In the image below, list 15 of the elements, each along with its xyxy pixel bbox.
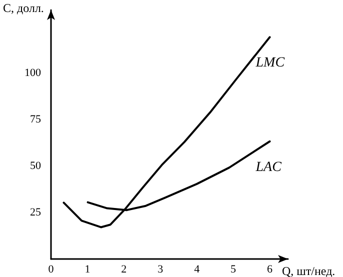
x-tick-label: 1	[84, 264, 90, 276]
x-axis-title: Q, шт/нед.	[282, 264, 336, 277]
series-label: LMC	[254, 56, 286, 71]
y-tick-label: 25	[30, 206, 42, 219]
y-axis-title: C, долл.	[3, 1, 44, 15]
y-tick-label: 50	[30, 160, 42, 172]
x-tick-label: 0	[48, 264, 54, 276]
x-tick-label: 4	[194, 264, 200, 276]
x-tick-label: 3	[158, 264, 164, 276]
y-tick-label: 100	[24, 67, 42, 80]
x-tick-label: 5	[230, 264, 237, 276]
y-tick-label: 75	[30, 114, 42, 126]
x-tick-label: 2	[121, 264, 127, 276]
x-tick-label: 6	[267, 264, 274, 276]
series-label: LAC	[254, 160, 282, 175]
